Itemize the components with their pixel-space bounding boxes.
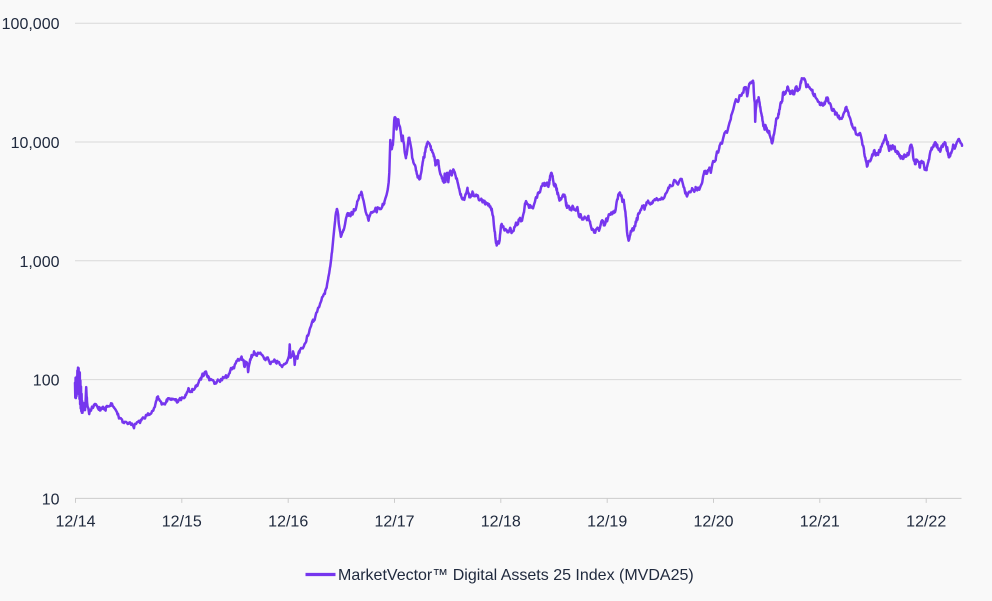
svg-text:100: 100	[33, 373, 60, 390]
svg-text:12/15: 12/15	[162, 514, 202, 531]
svg-text:12/22: 12/22	[906, 514, 946, 531]
svg-text:10: 10	[42, 491, 60, 508]
svg-text:100,000: 100,000	[2, 16, 60, 33]
svg-text:MarketVector™ Digital Assets 2: MarketVector™ Digital Assets 25 Index (M…	[338, 567, 694, 584]
svg-text:12/19: 12/19	[587, 514, 627, 531]
svg-text:12/17: 12/17	[374, 514, 414, 531]
svg-text:12/20: 12/20	[693, 514, 733, 531]
svg-text:12/18: 12/18	[481, 514, 521, 531]
svg-text:12/16: 12/16	[268, 514, 308, 531]
svg-text:12/21: 12/21	[800, 514, 840, 531]
svg-text:1,000: 1,000	[19, 254, 59, 271]
svg-text:12/14: 12/14	[55, 514, 95, 531]
svg-text:10,000: 10,000	[11, 135, 60, 152]
